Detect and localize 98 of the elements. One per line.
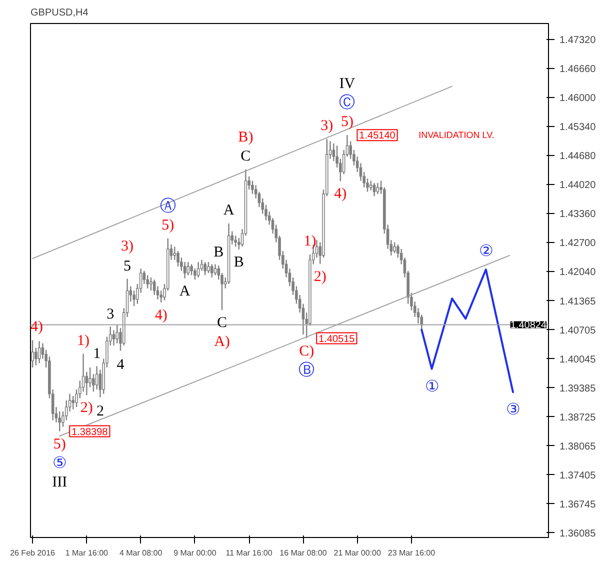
x-tick-label: 21 Mar 00:00: [334, 548, 382, 558]
y-tick-label: 1.39385: [560, 383, 596, 394]
annotation: 3): [121, 238, 134, 255]
candlestick: [58, 410, 62, 432]
x-tick-label: 1 Mar 16:00: [65, 548, 109, 558]
x-tick-label: 16 Mar 08:00: [280, 548, 328, 558]
annotation: C: [217, 314, 228, 331]
y-tick-label: 1.40045: [560, 354, 596, 366]
annotation: INVALIDATION LV.: [418, 130, 494, 140]
candlestick: [150, 276, 152, 292]
y-tick-label: 1.40705: [560, 325, 596, 336]
candlestick: [142, 270, 146, 285]
annotation: B: [234, 254, 244, 270]
candlestick: [88, 366, 92, 388]
y-tick-label: 1.44680: [560, 150, 596, 162]
candlestick: [95, 366, 98, 390]
annotation: 3: [106, 306, 114, 323]
candlestick: [34, 347, 38, 366]
candlestick: [207, 261, 210, 274]
candlestick: [194, 268, 196, 280]
annotation: 5: [124, 258, 132, 275]
x-tick-label: 11 Mar 16:00: [226, 548, 273, 558]
annotation: 5): [53, 436, 66, 452]
annotation: 1: [93, 346, 101, 362]
y-tick-label: 1.44020: [560, 180, 596, 191]
annotation: 5): [162, 217, 174, 234]
annotation: B: [214, 244, 224, 261]
candlestick: [186, 261, 190, 276]
annotation: 1.38398: [72, 426, 108, 438]
candlestick: [190, 264, 193, 276]
annotation: 4: [116, 356, 125, 373]
y-tick-label: 1.41365: [560, 296, 596, 308]
annotation: 5): [340, 114, 354, 130]
y-tick-label: 1.43360: [560, 208, 596, 220]
candlestick: [146, 274, 149, 290]
y-tick-label: 1.38725: [560, 412, 596, 424]
annotation: ②: [478, 243, 493, 260]
candlestick: [369, 180, 372, 192]
chart-title: GBPUSD,H4: [30, 8, 89, 18]
candlestick: [85, 371, 88, 396]
annotation: Ⓐ: [160, 196, 176, 215]
annotation: 3): [320, 118, 334, 134]
y-tick-label: 1.47320: [560, 34, 596, 46]
candlestick: [176, 250, 180, 268]
annotation: IV: [339, 76, 356, 92]
candlestick: [72, 395, 75, 410]
candlestick: [183, 261, 186, 279]
x-tick-label: 9 Mar 00:00: [174, 548, 217, 558]
y-tick-label: 1.46660: [560, 64, 596, 75]
candlestick: [238, 237, 240, 250]
candlestick: [196, 261, 200, 278]
annotation: 4): [334, 186, 347, 202]
annotation: ⑤: [52, 454, 67, 472]
ref-line-label: 1.40824: [510, 320, 547, 332]
y-tick-label: 1.36085: [560, 528, 596, 540]
annotation: A): [214, 334, 230, 350]
candlestick: [160, 290, 163, 304]
annotation: Ⓒ: [339, 94, 356, 112]
annotation: ①: [424, 378, 439, 396]
annotation: C): [299, 343, 314, 360]
candlestick: [376, 182, 380, 195]
candlestick: [31, 340, 34, 368]
candlestick: [210, 264, 214, 278]
candlestick: [204, 261, 206, 276]
annotation: ③: [506, 402, 520, 419]
annotation: A: [179, 283, 190, 300]
y-tick-label: 1.42700: [560, 238, 596, 249]
annotation: A: [223, 202, 234, 218]
candlestick: [112, 330, 116, 346]
x-tick-label: 4 Mar 08:00: [119, 548, 163, 558]
annotation: 1.45140: [359, 130, 396, 142]
annotation: 2): [314, 268, 326, 285]
candlestick: [251, 180, 254, 195]
candlestick: [132, 290, 136, 307]
annotation: 4): [154, 307, 168, 324]
candlestick: [393, 242, 396, 254]
y-tick-label: 1.36745: [560, 499, 596, 510]
candlestick: [234, 235, 237, 248]
candlestick: [173, 246, 176, 260]
y-tick-label: 1.46000: [560, 92, 596, 104]
x-tick-label: 26 Feb 2016: [10, 548, 56, 558]
y-tick-label: 1.37405: [560, 470, 596, 482]
annotation: B): [238, 129, 254, 146]
candlestick: [116, 324, 119, 344]
annotation: 2: [96, 403, 104, 420]
annotation: III: [52, 474, 68, 490]
annotation: 1.40515: [318, 334, 356, 345]
y-tick-label: 1.42040: [560, 266, 596, 278]
annotation: C: [240, 148, 251, 164]
candlestick: [214, 264, 217, 276]
annotation: Ⓑ: [298, 360, 315, 379]
x-tick-label: 23 Mar 16:00: [388, 548, 436, 558]
annotation: 1): [77, 332, 90, 349]
y-tick-label: 1.38065: [560, 441, 596, 452]
annotation: 2): [80, 400, 93, 416]
y-tick-label: 1.45340: [560, 122, 596, 133]
annotation: 1): [304, 234, 316, 250]
candlestick: [152, 279, 156, 296]
